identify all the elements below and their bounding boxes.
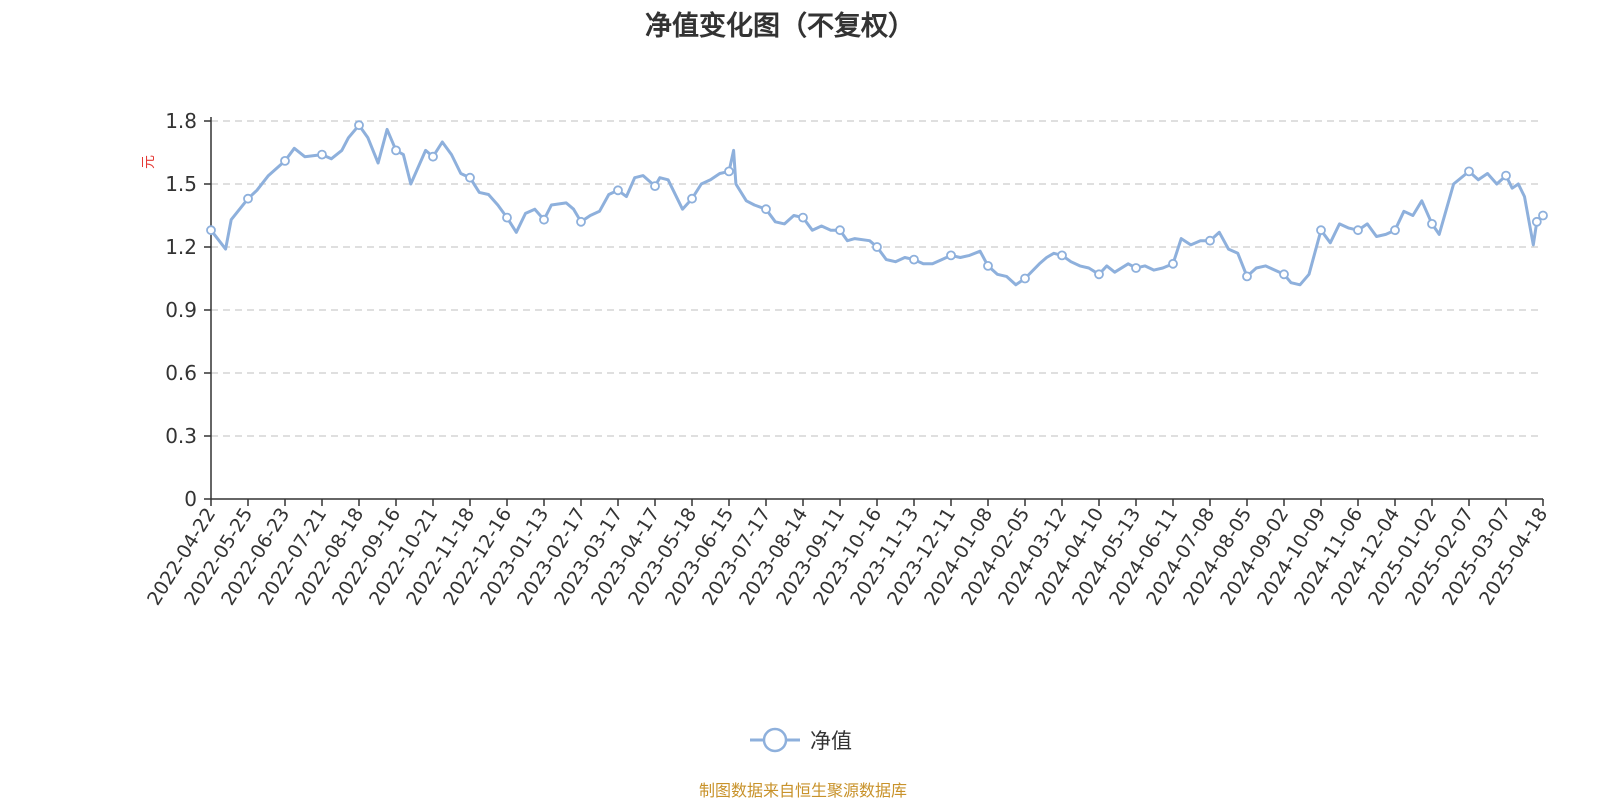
y-tick-labels: 0 0.3 0.6 0.9 1.2 1.5 1.8 [165, 109, 197, 511]
nav-data-point [1168, 258, 1178, 269]
nav-data-point [1020, 273, 1030, 284]
legend-label: 净值 [810, 729, 852, 753]
nav-data-point [946, 250, 956, 261]
nav-data-point [539, 214, 549, 225]
nav-data-point [354, 120, 364, 131]
y-tick-label: 0.6 [165, 361, 197, 385]
nav-series-line [209, 123, 1545, 287]
axes [204, 117, 1544, 506]
nav-data-point [613, 185, 623, 196]
nav-data-point [909, 254, 919, 265]
y-tick-label: 1.2 [165, 235, 197, 259]
nav-data-point [1538, 210, 1548, 221]
series-layer [206, 120, 1548, 287]
nav-data-point [724, 166, 734, 177]
nav-data-point [1057, 250, 1067, 261]
y-tick-label: 0.3 [165, 424, 197, 448]
nav-data-point [1316, 225, 1326, 236]
nav-data-point [243, 193, 253, 204]
nav-data-point [1242, 271, 1252, 282]
grid-lines [211, 120, 1543, 437]
nav-data-point [1501, 170, 1511, 181]
nav-data-point [1205, 235, 1215, 246]
y-axis-unit-label: 元 [141, 155, 157, 169]
nav-data-point [761, 204, 771, 215]
y-tick-label: 1.8 [165, 109, 197, 133]
nav-data-point [835, 225, 845, 236]
nav-data-point [1531, 216, 1542, 227]
nav-data-point [798, 212, 808, 223]
x-tick-labels: 2022-04-222022-05-252022-06-232022-07-21… [143, 504, 1552, 609]
chart-title: 净值变化图（不复权） [645, 10, 915, 42]
nav-data-point [650, 181, 660, 192]
nav-data-point [1094, 269, 1104, 280]
nav-data-point [872, 242, 882, 252]
nav-data-point [465, 172, 475, 183]
nav-data-point [502, 212, 512, 223]
legend-marker-icon [762, 727, 788, 753]
y-tick-label: 1.5 [165, 172, 197, 196]
nav-data-point [983, 260, 993, 271]
nav-data-point [317, 149, 327, 160]
nav-data-point [1427, 218, 1437, 229]
nav-data-point [280, 155, 290, 166]
nav-data-point [206, 225, 216, 236]
nav-data-point [687, 193, 697, 204]
nav-data-point [391, 145, 401, 156]
nav-data-point [576, 216, 586, 227]
nav-data-point [1464, 166, 1474, 177]
nav-data-point [1131, 263, 1141, 273]
nav-data-point [1279, 269, 1289, 280]
data-source-note: 制图数据来自恒生聚源数据库 [699, 781, 907, 800]
y-tick-label: 0 [184, 487, 197, 511]
legend[interactable]: 净值 [750, 727, 852, 753]
y-tick-label: 0.9 [165, 298, 197, 322]
nav-data-point [428, 151, 438, 162]
nav-data-point [1353, 225, 1363, 236]
nav-data-point [1390, 225, 1400, 236]
